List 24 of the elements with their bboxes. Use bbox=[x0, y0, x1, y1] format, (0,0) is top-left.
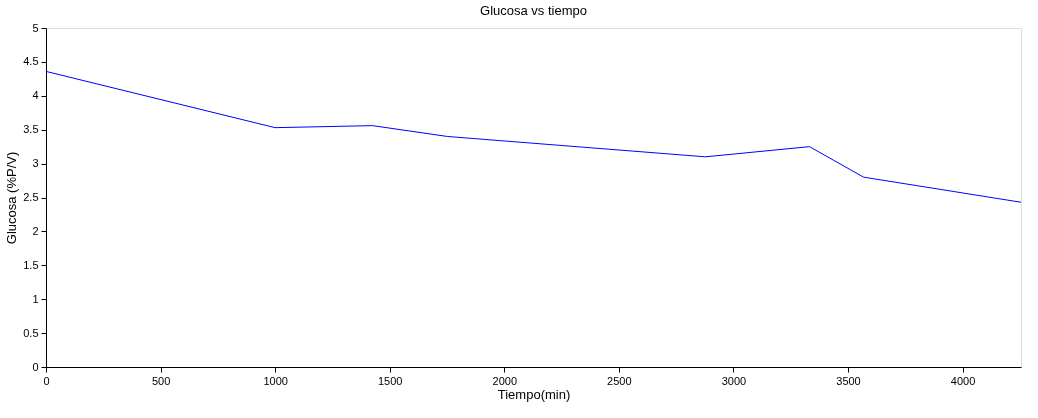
x-tick-label: 2000 bbox=[492, 374, 518, 387]
y-tick-label: 0.5 bbox=[23, 326, 39, 339]
chart-title: Glucosa vs tiempo bbox=[480, 3, 587, 18]
y-tick-label: 5 bbox=[32, 21, 39, 34]
y-tick-label: 2.5 bbox=[23, 191, 39, 203]
y-tick-label: 3.5 bbox=[23, 123, 39, 136]
y-tick-label: 2 bbox=[32, 224, 39, 237]
y-tick-label: 4.5 bbox=[23, 55, 39, 68]
x-tick-label: 0 bbox=[43, 374, 50, 387]
y-tick-label: 1 bbox=[32, 292, 39, 305]
x-tick-label: 4000 bbox=[950, 374, 976, 387]
x-axis-title: Tiempo(min) bbox=[497, 386, 571, 402]
x-tick-label: 1000 bbox=[263, 374, 288, 387]
y-tick-label: 0 bbox=[32, 360, 39, 373]
y-tick-label: 3 bbox=[32, 157, 39, 170]
y-tick-label: 4 bbox=[32, 89, 39, 102]
x-tick-label: 500 bbox=[151, 374, 171, 387]
y-axis-title: Glucosa (%P/V) bbox=[4, 151, 20, 245]
x-tick-label: 1500 bbox=[377, 374, 403, 387]
x-tick-label: 3000 bbox=[721, 374, 747, 387]
line-series bbox=[45, 70, 1022, 203]
x-tick-label: 3500 bbox=[836, 374, 861, 387]
y-tick-label: 1.5 bbox=[23, 258, 39, 271]
x-tick-label: 2500 bbox=[607, 374, 632, 387]
